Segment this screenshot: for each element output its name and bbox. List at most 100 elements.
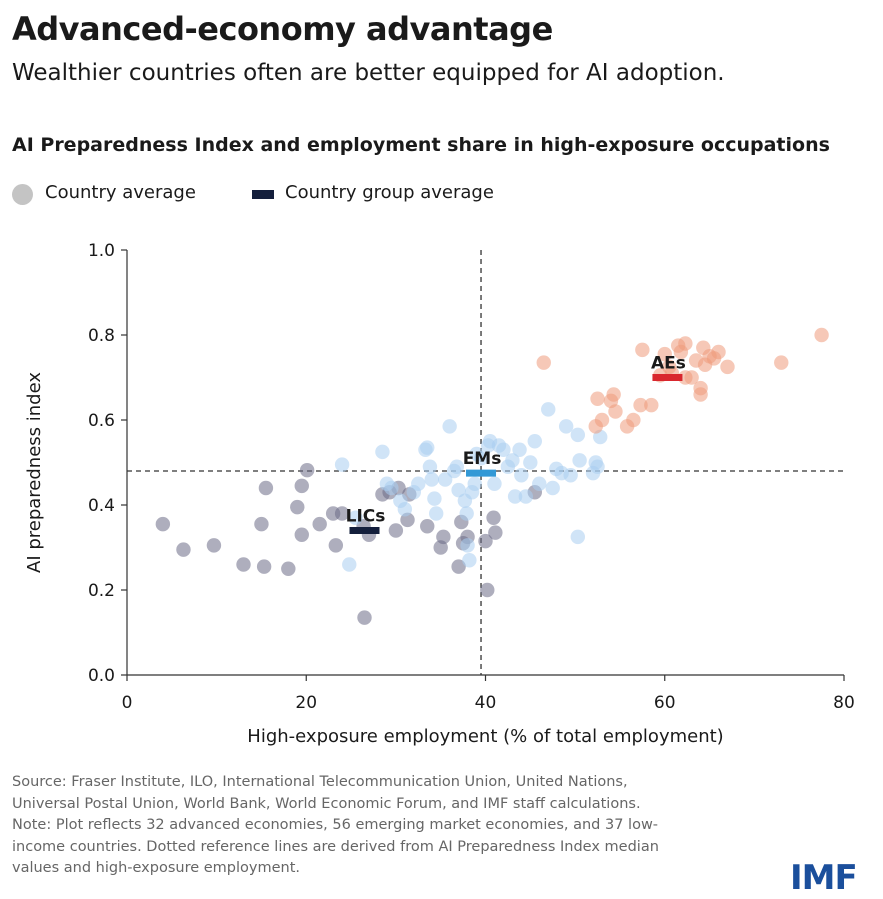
- data-point-em: [334, 457, 350, 472]
- y-tick-label: 0.4: [88, 496, 115, 516]
- data-point-lic: [294, 527, 309, 542]
- data-point-lic: [328, 538, 344, 553]
- data-point-ae: [626, 412, 641, 428]
- data-point-lic: [155, 516, 171, 532]
- y-tick-label: 0.6: [88, 411, 115, 431]
- data-point-em: [437, 472, 453, 487]
- data-point-em: [572, 453, 587, 468]
- footnote: Source: Fraser Institute, ILO, Internati…: [12, 772, 772, 880]
- data-point-ae: [684, 370, 699, 385]
- data-point-ae: [688, 353, 704, 368]
- data-point-lic: [486, 510, 501, 525]
- data-point-ae: [657, 346, 672, 362]
- y-axis-label: AI preparedness index: [24, 372, 45, 573]
- data-point-ae: [594, 412, 610, 428]
- data-point-em: [482, 434, 498, 449]
- data-point-ae: [711, 344, 726, 360]
- footnote-note-line: Note: Plot reflects 32 advanced economie…: [12, 817, 659, 833]
- data-point-ae: [644, 397, 659, 413]
- x-tick-label: 80: [833, 693, 855, 713]
- data-point-em: [545, 480, 560, 496]
- data-point-em: [411, 476, 426, 491]
- data-point-em: [459, 506, 474, 521]
- data-point-ae: [633, 397, 648, 413]
- data-point-em: [590, 459, 605, 474]
- chart-axes-layer: 0.0 0.2 0.4 0.6 0.8 1.0 0 20 40 60 80 High-exposure…: [24, 241, 855, 747]
- y-tick-label: 0.0: [88, 666, 115, 686]
- group-average-bar: [652, 374, 683, 381]
- data-point-em: [424, 472, 439, 487]
- data-point-lic: [299, 462, 315, 478]
- x-tick-label: 0: [122, 693, 133, 713]
- data-point-em: [429, 506, 444, 521]
- data-point-em: [375, 444, 390, 460]
- data-point-ae: [673, 344, 689, 360]
- data-point-em: [348, 510, 363, 525]
- scatter-chart: LICs EMs AEs 0.0 0.2 0.4 0.6 0.8 1.0 0 20 40 60 80 Hi…: [24, 241, 855, 747]
- data-point-lic: [451, 559, 466, 574]
- data-point-lic: [312, 516, 327, 532]
- data-point-lic: [480, 582, 495, 598]
- data-point-ae: [590, 391, 605, 406]
- data-point-em: [420, 440, 435, 455]
- data-point-em: [467, 476, 482, 491]
- legend-label-group: Country group average: [285, 182, 494, 203]
- data-point-lic: [236, 557, 251, 572]
- footnote-note-line: values and high-exposure employment.: [12, 860, 301, 876]
- group-label: AEs: [651, 354, 686, 374]
- group-label: LICs: [346, 507, 386, 527]
- data-point-em: [507, 489, 523, 504]
- data-point-em: [527, 434, 542, 449]
- data-point-em: [518, 489, 534, 504]
- data-point-lic: [176, 542, 191, 557]
- chart-title: AI Preparedness Index and employment sha…: [12, 134, 830, 156]
- data-point-lic: [290, 499, 305, 515]
- data-point-em: [393, 493, 408, 508]
- data-point-em: [427, 491, 442, 506]
- data-point-em: [487, 476, 502, 491]
- data-point-lic: [334, 506, 350, 521]
- data-point-lic: [488, 525, 503, 540]
- data-point-ae: [635, 342, 650, 358]
- chart-reference-layer: [127, 250, 844, 675]
- data-point-ae: [720, 359, 735, 375]
- data-point-em: [514, 468, 529, 483]
- legend-label-country: Country average: [45, 182, 196, 203]
- data-point-em: [379, 476, 395, 491]
- data-point-lic: [357, 610, 372, 625]
- group-average-bar: [349, 527, 380, 534]
- data-point-lic: [294, 478, 309, 494]
- group-average-bar: [466, 469, 497, 477]
- data-point-lic: [478, 533, 493, 549]
- data-point-em: [496, 442, 511, 457]
- x-axis-label: High-exposure employment (% of total emp…: [247, 726, 723, 747]
- data-point-em: [442, 419, 457, 434]
- data-point-em: [451, 482, 466, 498]
- data-point-em: [460, 538, 475, 553]
- data-point-em: [558, 419, 574, 434]
- chart-points-layer: [155, 327, 829, 625]
- data-point-ae: [606, 387, 621, 402]
- data-point-ae: [814, 327, 829, 343]
- legend-bar-icon: [252, 190, 274, 199]
- data-point-ae: [536, 355, 551, 370]
- data-point-em: [532, 476, 547, 491]
- data-point-em: [512, 442, 527, 457]
- data-point-em: [342, 557, 357, 572]
- chart-groups-layer: LICs EMs AEs: [346, 354, 686, 534]
- x-tick-label: 40: [475, 693, 497, 713]
- y-tick-label: 1.0: [88, 241, 115, 261]
- data-point-lic: [388, 523, 404, 538]
- data-point-lic: [420, 519, 435, 534]
- data-point-em: [563, 468, 578, 483]
- data-point-em: [541, 402, 556, 417]
- data-point-lic: [206, 538, 222, 553]
- data-point-ae: [608, 404, 623, 419]
- data-point-ae: [774, 355, 789, 370]
- data-point-em: [462, 553, 477, 568]
- data-point-lic: [254, 516, 269, 532]
- y-tick-label: 0.2: [88, 581, 115, 601]
- data-point-em: [570, 427, 586, 443]
- x-tick-label: 20: [295, 693, 317, 713]
- data-point-em: [505, 453, 520, 468]
